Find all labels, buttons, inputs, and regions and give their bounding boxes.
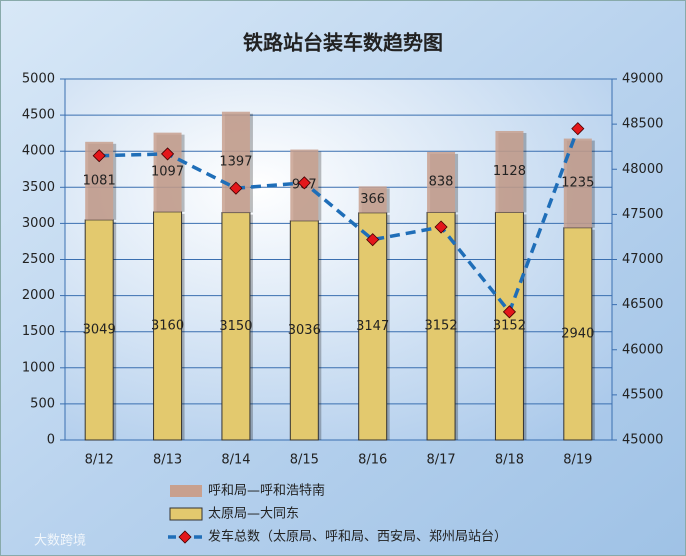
x-tick-label: 8/18 (495, 453, 524, 468)
bar (426, 211, 456, 441)
line-marker (434, 220, 448, 234)
data-label: 838 (429, 175, 454, 190)
data-label: 1128 (493, 164, 526, 179)
y-tick-label: 1000 (22, 360, 55, 375)
y-tick-label: 2000 (22, 288, 55, 303)
bar (495, 130, 524, 213)
legend-swatch (169, 507, 203, 521)
data-label: 1097 (151, 165, 184, 180)
y2-tick-label: 45000 (622, 433, 663, 448)
line (99, 128, 580, 316)
y-tick-label: 2500 (22, 252, 55, 267)
y-tick-label: 1500 (22, 324, 55, 339)
bar (289, 220, 319, 441)
data-label: 3150 (219, 319, 252, 334)
data-label: 3049 (83, 322, 116, 337)
data-label: 1397 (219, 155, 252, 170)
y-tick-label: 4000 (22, 144, 55, 159)
line-marker (571, 122, 585, 136)
bar (494, 211, 524, 441)
y-tick-label: 5000 (22, 72, 55, 87)
y-tick-label: 3500 (22, 180, 55, 195)
chart-title: 铁路站台装车数趋势图 (243, 31, 443, 55)
line-marker (297, 176, 311, 190)
x-tick-label: 8/12 (85, 453, 114, 468)
line-marker (229, 181, 243, 195)
line-marker (92, 149, 106, 163)
y-tick-label: 4500 (22, 108, 55, 123)
line-marker (160, 147, 175, 161)
y2-tick-label: 48000 (622, 162, 663, 177)
bar (358, 186, 387, 213)
y2-tick-label: 46500 (622, 297, 663, 312)
line-marker (366, 233, 380, 247)
y2-tick-label: 48500 (622, 117, 663, 132)
data-label: 1235 (561, 176, 594, 191)
y2-tick-label: 49000 (622, 72, 663, 87)
bar (84, 219, 114, 441)
y-tick-label: 500 (30, 396, 55, 411)
bar (427, 151, 456, 213)
bar (153, 132, 182, 212)
data-label: 3036 (288, 323, 321, 338)
x-tick-label: 8/15 (290, 453, 319, 468)
legend-label: 呼和局—呼和浩特南 (208, 483, 325, 499)
y2-tick-label: 45500 (622, 387, 663, 402)
bar (563, 227, 593, 441)
y2-tick-label: 46000 (622, 342, 663, 357)
data-label: 3152 (425, 319, 458, 334)
data-label: 1081 (83, 173, 116, 188)
data-label: 3160 (151, 318, 184, 333)
y2-tick-label: 47500 (622, 207, 663, 222)
x-tick-label: 8/17 (426, 453, 455, 468)
legend-swatch (178, 530, 192, 544)
bar (221, 111, 250, 213)
legend-label: 发车总数（太原局、呼和局、西安局、郑州局站台） (208, 529, 507, 545)
x-tick-label: 8/16 (358, 453, 387, 468)
data-label: 3152 (493, 319, 526, 334)
bar (221, 212, 251, 441)
y2-tick-label: 47000 (622, 252, 663, 267)
bar (153, 211, 183, 441)
x-tick-label: 8/14 (221, 453, 250, 468)
data-label: 366 (360, 192, 385, 207)
x-tick-label: 8/13 (153, 453, 182, 468)
legend-label: 太原局—大同东 (208, 507, 299, 522)
legend-swatch (170, 485, 202, 497)
line-marker (502, 305, 517, 319)
data-label: 2940 (561, 326, 594, 341)
x-tick-label: 8/19 (563, 453, 592, 468)
y-tick-label: 0 (47, 433, 55, 448)
bar (358, 212, 388, 441)
y-tick-label: 3000 (22, 216, 55, 231)
data-label: 3147 (356, 319, 389, 334)
watermark: 大数跨境 (34, 534, 86, 549)
